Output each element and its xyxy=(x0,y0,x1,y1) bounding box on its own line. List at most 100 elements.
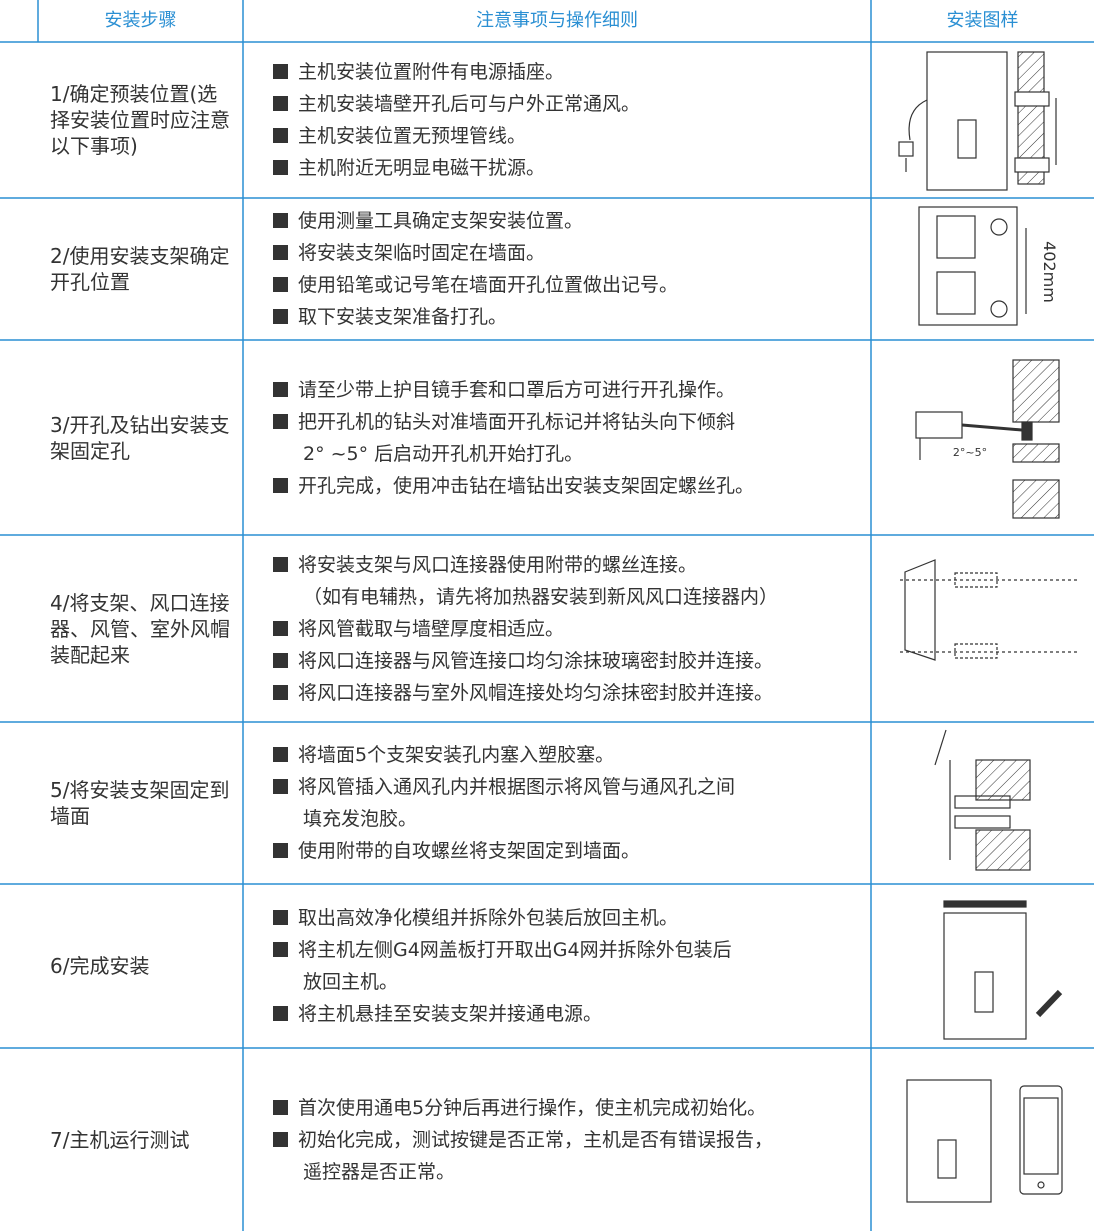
item-text: 取出高效净化模组并拆除外包装后放回主机。 xyxy=(298,907,679,929)
item-line: 首次使用通电5分钟后再进行操作，使主机完成初始化。 xyxy=(273,1092,868,1124)
bullet xyxy=(273,747,288,762)
bullet xyxy=(273,620,288,636)
figure-text: 2°~5° xyxy=(953,446,987,459)
step-text: 7/主机运行测试 xyxy=(50,1127,190,1152)
bullet xyxy=(273,381,288,397)
item-list: 主机安装位置附件有电源插座。主机安装墙壁开孔后可与户外正常通风。 主机安装位置无预… xyxy=(273,56,868,184)
item-line: 将主机悬挂至安装支架并接通电源。 xyxy=(273,998,868,1030)
bullet xyxy=(273,1131,288,1147)
item-line: 放回主机。 xyxy=(273,966,868,998)
item-text: 开孔完成，使用冲击钻在墙钻出安装支架固定螺丝孔。 xyxy=(298,474,755,497)
bullet xyxy=(273,96,288,111)
header-cell: 注意事项与操作细则 xyxy=(476,10,638,31)
step-text: 4/将支架、风口连接器、风管、室外风帽装配起来 xyxy=(50,590,230,667)
item-line: 开孔完成，使用冲击钻在墙钻出安装支架固定螺丝孔。 xyxy=(273,470,868,502)
figure-text: 402mm xyxy=(1040,241,1059,303)
item-text: 把开孔机的钻头对准墙面开孔标记并将钻头向下倾斜 xyxy=(298,410,736,433)
bullet xyxy=(273,477,288,493)
illustrations xyxy=(898,51,1080,1203)
item-line: 将安装支架临时固定在墙面。 xyxy=(273,237,868,269)
item-line: 取下安装支架准备打孔。 xyxy=(273,301,868,333)
bullet xyxy=(273,413,288,429)
bullet xyxy=(273,652,288,668)
item-text: 将风管截取与墙壁厚度相适应。 xyxy=(298,617,565,640)
item-line: 请至少带上护目镜手套和口罩后方可进行开孔操作。 xyxy=(273,374,868,406)
item-text: 使用铅笔或记号笔在墙面开孔位置做出记号。 xyxy=(298,274,679,296)
item-text: 取下安装支架准备打孔。 xyxy=(298,306,508,328)
bullet xyxy=(273,910,288,925)
item-line: 填充发泡胶。 xyxy=(273,803,868,835)
item-line: 使用测量工具确定支架安装位置。 xyxy=(273,205,868,237)
item-line: 主机安装墙壁开孔后可与户外正常通风。 xyxy=(273,88,868,120)
item-text: 主机附近无明显电磁干扰源。 xyxy=(298,157,546,179)
bullet xyxy=(273,213,288,228)
item-line: 使用铅笔或记号笔在墙面开孔位置做出记号。 xyxy=(273,269,868,301)
item-text: 将主机悬挂至安装支架并接通电源。 xyxy=(298,1003,603,1025)
item-text: 将墙面5个支架安装孔内塞入塑胶塞。 xyxy=(298,744,615,766)
item-text: 放回主机。 xyxy=(303,971,399,993)
bullet xyxy=(273,64,288,79)
item-text: 主机安装位置无预埋管线。 xyxy=(298,125,527,147)
bullet xyxy=(273,942,288,957)
bullet xyxy=(273,556,288,572)
item-text: 2° ~5° 后启动开孔机开始打孔。 xyxy=(303,442,584,465)
item-list: 请至少带上护目镜手套和口罩后方可进行开孔操作。 把开孔机的钻头对准墙面开孔标记并将… xyxy=(273,374,868,502)
item-text: 遥控器是否正常。 xyxy=(303,1160,456,1183)
bullet xyxy=(273,1099,288,1115)
item-list: 使用测量工具确定支架安装位置。 将安装支架临时固定在墙面。使用铅笔或记号笔在墙面开… xyxy=(273,205,868,333)
item-line: 取出高效净化模组并拆除外包装后放回主机。 xyxy=(273,902,868,934)
item-line: 主机安装位置附件有电源插座。 xyxy=(273,56,868,88)
step-text: 6/完成安装 xyxy=(50,954,150,978)
item-line: 2° ~5° 后启动开孔机开始打孔。 xyxy=(273,438,868,470)
item-text: 使用测量工具确定支架安装位置。 xyxy=(298,210,584,232)
header-cell: 安装图样 xyxy=(946,10,1019,31)
item-line: 将风管截取与墙壁厚度相适应。 xyxy=(273,613,868,645)
bullet xyxy=(273,1006,288,1021)
item-line: 将风口连接器与室外风帽连接处均匀涂抹密封胶并连接。 xyxy=(273,677,868,709)
item-line: 将风管插入通风孔内并根据图示将风管与通风孔之间 xyxy=(273,771,868,803)
item-line: 将墙面5个支架安装孔内塞入塑胶塞。 xyxy=(273,739,868,771)
item-text: （如有电辅热，请先将加热器安装到新风风口连接器内） xyxy=(303,585,779,608)
step-text: 5/将安装支架固定到墙面 xyxy=(50,778,230,828)
header-cell: 安装步骤 xyxy=(104,10,177,31)
step-text: 1/确定预装位置(选择安装位置时应注意以下事项) xyxy=(50,82,230,158)
item-text: 请至少带上护目镜手套和口罩后方可进行开孔操作。 xyxy=(298,378,736,401)
item-text: 填充发泡胶。 xyxy=(303,808,418,830)
item-text: 将安装支架临时固定在墙面。 xyxy=(298,242,546,264)
item-text: 将风口连接器与室外风帽连接处均匀涂抹密封胶并连接。 xyxy=(298,681,774,704)
item-text: 主机安装位置附件有电源插座。 xyxy=(298,61,565,83)
bullet xyxy=(273,779,288,794)
step-text: 2/使用安装支架确定开孔位置 xyxy=(50,244,230,294)
item-text: 将主机左侧G4网盖板打开取出G4网并拆除外包装后 xyxy=(298,939,732,961)
item-text: 将安装支架与风口连接器使用附带的螺丝连接。 xyxy=(298,553,698,576)
item-line: 将安装支架与风口连接器使用附带的螺丝连接。 xyxy=(273,549,868,581)
item-text: 使用附带的自攻螺丝将支架固定到墙面。 xyxy=(298,840,641,862)
item-text: 首次使用通电5分钟后再进行操作，使主机完成初始化。 xyxy=(298,1096,767,1119)
item-text: 将风管插入通风孔内并根据图示将风管与通风孔之间 xyxy=(298,776,736,798)
bullet xyxy=(273,684,288,700)
item-list: 首次使用通电5分钟后再进行操作，使主机完成初始化。 初始化完成，测试按键是否正常，… xyxy=(273,1092,868,1188)
item-text: 初始化完成，测试按键是否正常，主机是否有错误报告， xyxy=(298,1128,774,1151)
bullet xyxy=(273,309,288,324)
bullet xyxy=(273,245,288,260)
item-line: 主机附近无明显电磁干扰源。 xyxy=(273,152,868,184)
bullet xyxy=(273,277,288,292)
item-line: 初始化完成，测试按键是否正常，主机是否有错误报告， xyxy=(273,1124,868,1156)
item-line: 使用附带的自攻螺丝将支架固定到墙面。 xyxy=(273,835,868,867)
item-line: 主机安装位置无预埋管线。 xyxy=(273,120,868,152)
bullet xyxy=(273,160,288,175)
item-line: （如有电辅热，请先将加热器安装到新风风口连接器内） xyxy=(273,581,868,613)
bullet xyxy=(273,128,288,143)
item-line: 将主机左侧G4网盖板打开取出G4网并拆除外包装后 xyxy=(273,934,868,966)
item-list: 将墙面5个支架安装孔内塞入塑胶塞。将风管插入通风孔内并根据图示将风管与通风孔之间… xyxy=(273,739,868,867)
item-line: 把开孔机的钻头对准墙面开孔标记并将钻头向下倾斜 xyxy=(273,406,868,438)
item-list: 取出高效净化模组并拆除外包装后放回主机。将主机左侧G4网盖板打开取出G4网并拆除… xyxy=(273,902,868,1030)
item-list: 将安装支架与风口连接器使用附带的螺丝连接。 （如有电辅热，请先将加热器安装到新风风… xyxy=(273,549,868,709)
bullet xyxy=(273,843,288,858)
item-line: 将风口连接器与风管连接口均匀涂抹玻璃密封胶并连接。 xyxy=(273,645,868,677)
item-text: 将风口连接器与风管连接口均匀涂抹玻璃密封胶并连接。 xyxy=(298,649,774,672)
item-text: 主机安装墙壁开孔后可与户外正常通风。 xyxy=(298,93,641,115)
step-text: 3/开孔及钻出安装支架固定孔 xyxy=(50,412,230,463)
